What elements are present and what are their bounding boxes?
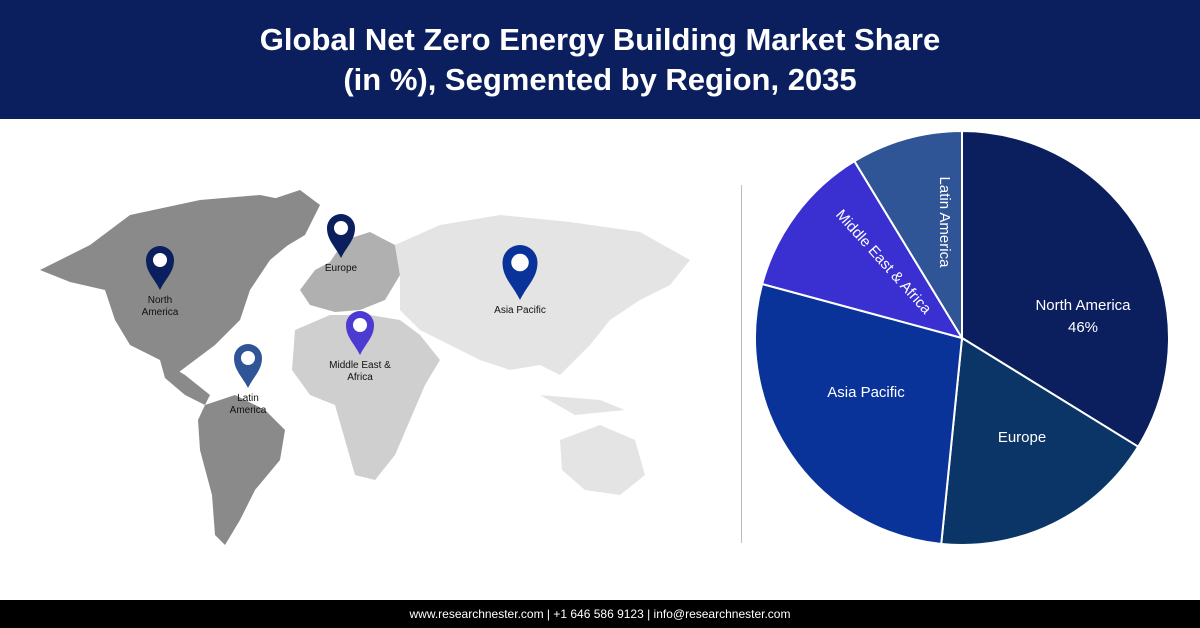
pie-data-label: North America 46% [1035, 297, 1131, 336]
map-greenland [255, 190, 320, 250]
pin-dot [511, 253, 529, 272]
location-pin-icon [234, 344, 262, 388]
map-north-america [40, 195, 310, 375]
map-australia [560, 425, 645, 495]
map-europe [300, 232, 400, 312]
pie-slice-asia-pacific [754, 282, 964, 546]
map-pin [346, 311, 374, 355]
pin-dot [153, 253, 167, 267]
pin-label: Latin [237, 393, 259, 404]
title-line-2: (in %), Segmented by Region, 2035 [343, 62, 857, 97]
map-pin [146, 246, 174, 290]
map-asia-pacific [395, 215, 690, 375]
title-line-1: Global Net Zero Energy Building Market S… [259, 22, 941, 57]
pin-dot [353, 318, 367, 332]
map-central-america [160, 360, 210, 405]
location-pin-icon [146, 246, 174, 290]
footer-contact: www.researchnester.com | +1 646 586 9123… [0, 600, 1200, 628]
pie-slice-europe [940, 336, 1140, 546]
pin-label-line2: America [230, 405, 267, 416]
location-pin-icon [327, 214, 355, 258]
location-pin-icon [346, 311, 374, 355]
location-pin-icon [502, 245, 538, 300]
map-pin [327, 214, 355, 258]
pin-label-line2: Africa [347, 372, 373, 383]
pin-dot [241, 351, 255, 365]
pin-label-line2: America [142, 307, 179, 318]
pie-data-label: Latin America [936, 177, 953, 269]
pin-label: Europe [325, 263, 358, 274]
pin-dot [334, 221, 348, 235]
pin-label: North [148, 295, 172, 306]
map-latin-america [198, 395, 285, 545]
map-indonesia [540, 395, 625, 415]
map-pin [502, 245, 538, 300]
pie-data-label: Asia Pacific [827, 384, 905, 401]
pie-slice-middle-east-africa [760, 159, 965, 340]
pin-label: Asia Pacific [494, 305, 546, 316]
divider [741, 185, 742, 543]
map-pin [234, 344, 262, 388]
map-middle-east-africa [292, 315, 440, 480]
pie-slice-latin-america [853, 129, 963, 342]
pie-data-label: Europe [998, 429, 1046, 446]
header-banner: Global Net Zero Energy Building Market S… [0, 0, 1200, 119]
pie-slice-north-america [961, 129, 1170, 449]
pin-label: Middle East & [329, 360, 391, 371]
